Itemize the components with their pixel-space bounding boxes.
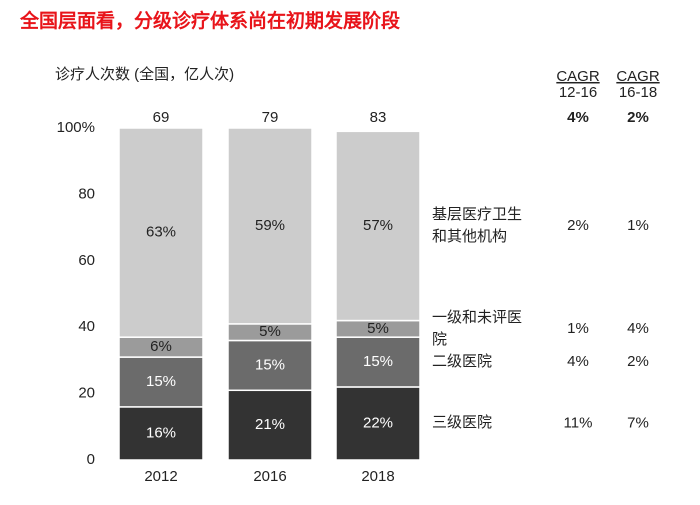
bar-segment bbox=[335, 336, 421, 388]
x-tick-label: 2016 bbox=[253, 468, 286, 485]
y-tick-label: 100% bbox=[57, 119, 95, 136]
total-label: 79 bbox=[262, 109, 279, 126]
value-label: 15% bbox=[146, 373, 176, 390]
chart-title: 全国层面看，分级诊疗体系尚在初期发展阶段 bbox=[19, 9, 401, 32]
bar-segment bbox=[227, 339, 313, 392]
x-tick-label: 2018 bbox=[361, 468, 394, 485]
bar-segment bbox=[118, 356, 204, 408]
cagr-cell: 7% bbox=[627, 414, 649, 431]
bar-segment bbox=[227, 389, 313, 461]
cagr-cell: 4% bbox=[567, 353, 589, 370]
cagr-cell: 1% bbox=[627, 217, 649, 234]
bar-segment bbox=[335, 386, 421, 461]
cagr-header: CAGR bbox=[616, 68, 660, 85]
value-label: 57% bbox=[363, 217, 393, 234]
total-label: 69 bbox=[153, 109, 170, 126]
bar-segment bbox=[227, 127, 313, 325]
value-label: 6% bbox=[150, 338, 172, 355]
bar-segment bbox=[118, 406, 204, 461]
y-tick-label: 20 bbox=[78, 385, 95, 402]
value-label: 15% bbox=[363, 353, 393, 370]
legend-label: 一级和未评医院 bbox=[432, 308, 523, 348]
y-tick-label: 40 bbox=[78, 318, 95, 335]
y-tick-label: 80 bbox=[78, 185, 95, 202]
value-label: 21% bbox=[255, 416, 285, 433]
total-label: 83 bbox=[370, 109, 387, 126]
y-tick-label: 60 bbox=[78, 252, 95, 269]
cagr-cell: 4% bbox=[627, 320, 649, 337]
bar-segment bbox=[118, 127, 204, 338]
cagr-cell: 2% bbox=[627, 353, 649, 370]
cagr-cell: 11% bbox=[564, 414, 593, 431]
value-label: 63% bbox=[146, 224, 176, 241]
value-label: 5% bbox=[259, 323, 281, 340]
cagr-total: 4% bbox=[567, 109, 589, 126]
value-label: 5% bbox=[367, 320, 389, 337]
legend-label: 三级医院 bbox=[432, 414, 493, 432]
value-label: 15% bbox=[255, 356, 285, 373]
x-tick-label: 2012 bbox=[144, 468, 177, 485]
cagr-total: 2% bbox=[627, 109, 649, 126]
cagr-cell: 2% bbox=[567, 217, 589, 234]
value-label: 59% bbox=[255, 217, 285, 234]
y-tick-label: 0 bbox=[87, 451, 95, 468]
cagr-header: 16-18 bbox=[619, 84, 657, 101]
cagr-cell: 1% bbox=[567, 320, 589, 337]
legend-label: 基层医疗卫生和其他机构 bbox=[432, 205, 523, 245]
cagr-header: 12-16 bbox=[559, 84, 597, 101]
cagr-header: CAGR bbox=[556, 68, 600, 85]
legend-label: 二级医院 bbox=[432, 353, 493, 371]
bar-segment bbox=[335, 130, 421, 322]
value-label: 22% bbox=[363, 414, 393, 431]
value-label: 16% bbox=[146, 424, 176, 441]
chart-subtitle: 诊疗人次数 (全国，亿人次) bbox=[55, 65, 234, 83]
